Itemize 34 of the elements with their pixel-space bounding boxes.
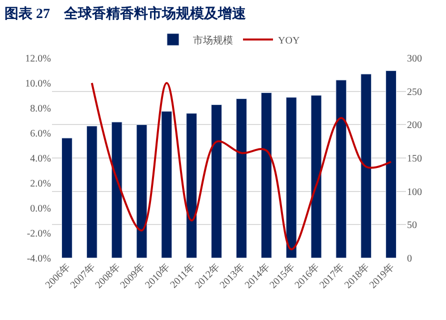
bar: [86, 126, 98, 258]
y-tick-label: 2.0%: [30, 178, 51, 190]
bar: [260, 92, 272, 258]
bar: [336, 80, 347, 258]
bar: [360, 74, 372, 258]
chart-title: 图表 27 全球香精香料市场规模及增速: [4, 4, 247, 22]
y-tick-label: 12.0%: [25, 54, 51, 64]
y-tick-label: 4.0%: [30, 154, 51, 164]
y-tick-label: 10.0%: [25, 78, 51, 90]
y2-tick-label: 100: [407, 186, 422, 198]
bar: [211, 104, 222, 258]
bar: [386, 70, 397, 258]
y2-tick-label: 250: [407, 86, 422, 98]
y-tick-label: -4.0%: [26, 254, 51, 264]
bar: [286, 97, 297, 258]
y2-tick-label: 50: [407, 220, 417, 232]
y2-tick-label: 0: [407, 254, 412, 264]
bar: [186, 113, 198, 258]
y2-tick-label: 300: [407, 54, 422, 64]
legend-label: 市场规模: [193, 34, 233, 46]
y2-tick-label: 150: [407, 154, 422, 164]
bar: [61, 138, 72, 258]
bar: [236, 98, 247, 258]
legend-label: YOY: [278, 35, 300, 46]
y-tick-label: 6.0%: [30, 128, 51, 140]
bar: [111, 122, 122, 258]
y-tick-label: 0.0%: [30, 204, 51, 214]
y2-tick-label: 200: [407, 120, 422, 132]
y-tick-label: 8.0%: [30, 104, 51, 114]
line-series: [90, 82, 392, 250]
y-tick-label: -2.0%: [26, 228, 51, 240]
bar: [310, 95, 322, 258]
bar: [161, 111, 172, 258]
bar: [136, 124, 148, 258]
